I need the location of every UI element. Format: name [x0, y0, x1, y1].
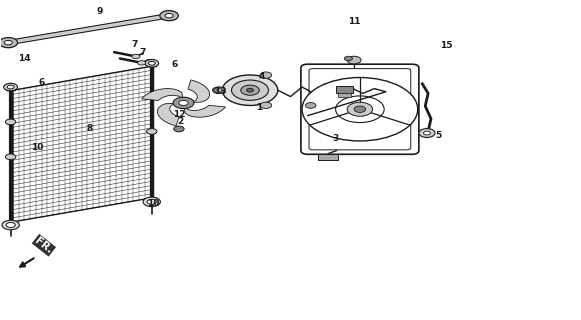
Circle shape — [5, 154, 16, 160]
Circle shape — [148, 61, 155, 65]
Circle shape — [146, 129, 157, 134]
Text: 10: 10 — [147, 199, 159, 208]
Circle shape — [145, 60, 159, 67]
FancyBboxPatch shape — [301, 64, 419, 154]
Text: 11: 11 — [349, 17, 361, 26]
Circle shape — [345, 56, 352, 61]
Circle shape — [260, 72, 272, 78]
Text: 3: 3 — [332, 134, 338, 143]
Text: 10: 10 — [31, 143, 44, 152]
Circle shape — [354, 106, 365, 112]
Circle shape — [2, 220, 19, 230]
Text: 12: 12 — [173, 109, 185, 118]
Circle shape — [306, 103, 316, 108]
Circle shape — [138, 60, 146, 65]
Polygon shape — [188, 80, 210, 103]
Text: 6: 6 — [39, 78, 45, 87]
Text: 7: 7 — [131, 40, 138, 49]
Circle shape — [246, 88, 253, 92]
Circle shape — [217, 89, 222, 92]
FancyBboxPatch shape — [318, 154, 339, 160]
Circle shape — [3, 83, 17, 91]
Text: 9: 9 — [97, 7, 103, 16]
Polygon shape — [157, 103, 179, 126]
Circle shape — [5, 119, 16, 125]
Circle shape — [143, 197, 160, 207]
Circle shape — [424, 131, 431, 135]
Circle shape — [173, 97, 194, 108]
Circle shape — [7, 85, 14, 89]
Circle shape — [174, 126, 184, 132]
Circle shape — [160, 11, 178, 21]
Text: 14: 14 — [17, 54, 30, 63]
Text: 7: 7 — [139, 48, 145, 57]
Circle shape — [132, 54, 140, 59]
Text: FR.: FR. — [33, 235, 55, 255]
Text: 15: 15 — [440, 41, 452, 50]
Circle shape — [213, 87, 224, 93]
Circle shape — [419, 129, 435, 138]
Text: 2: 2 — [178, 117, 184, 126]
Circle shape — [302, 77, 418, 141]
Circle shape — [347, 56, 361, 64]
Polygon shape — [184, 105, 225, 117]
Circle shape — [165, 13, 173, 18]
Circle shape — [231, 80, 268, 100]
Circle shape — [214, 87, 225, 93]
Text: 5: 5 — [435, 131, 442, 140]
Text: 4: 4 — [259, 72, 265, 81]
FancyBboxPatch shape — [309, 69, 411, 150]
Text: 8: 8 — [87, 124, 93, 133]
Circle shape — [179, 100, 188, 105]
Circle shape — [347, 102, 372, 116]
Text: 6: 6 — [172, 60, 178, 69]
Circle shape — [6, 222, 15, 228]
Text: 1: 1 — [256, 103, 262, 112]
FancyBboxPatch shape — [338, 93, 351, 97]
Circle shape — [4, 40, 12, 45]
Text: 13: 13 — [214, 87, 227, 96]
FancyBboxPatch shape — [336, 86, 353, 93]
Circle shape — [241, 85, 259, 95]
Circle shape — [147, 199, 156, 204]
Circle shape — [223, 75, 278, 105]
Circle shape — [260, 102, 272, 108]
Circle shape — [0, 37, 17, 48]
Polygon shape — [142, 89, 183, 100]
Circle shape — [336, 96, 384, 123]
